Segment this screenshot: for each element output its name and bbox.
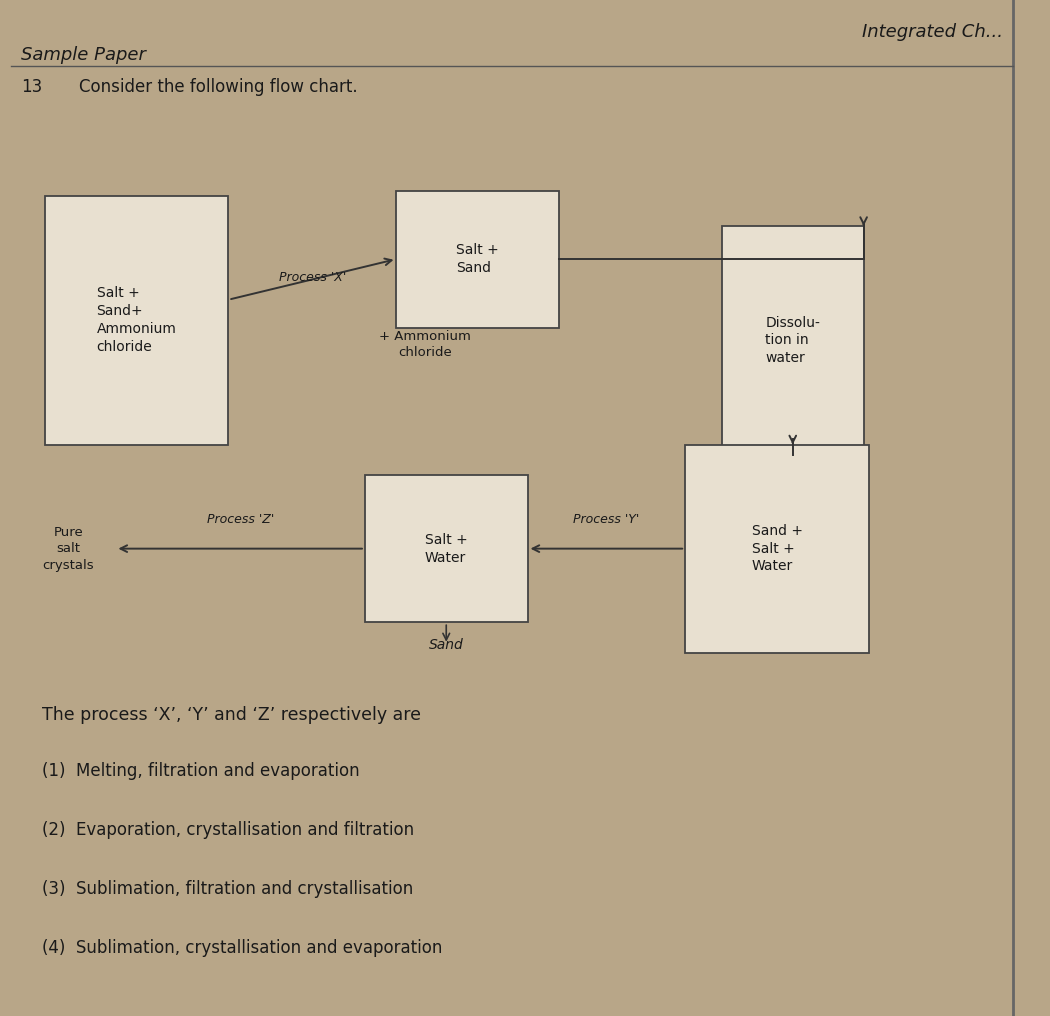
Text: Pure
salt
crystals: Pure salt crystals (42, 525, 94, 572)
FancyBboxPatch shape (722, 227, 863, 455)
Text: Salt +
Water: Salt + Water (425, 532, 467, 565)
Text: 13: 13 (21, 78, 42, 97)
Text: Sand +
Salt +
Water: Sand + Salt + Water (752, 524, 802, 573)
Text: Consider the following flow chart.: Consider the following flow chart. (79, 78, 357, 97)
FancyBboxPatch shape (397, 191, 559, 327)
Text: The process ‘X’, ‘Y’ and ‘Z’ respectively are: The process ‘X’, ‘Y’ and ‘Z’ respectivel… (42, 706, 421, 724)
Text: Integrated Ch...: Integrated Ch... (862, 23, 1003, 42)
Text: (4)  Sublimation, crystallisation and evaporation: (4) Sublimation, crystallisation and eva… (42, 939, 442, 957)
Text: + Ammonium
chloride: + Ammonium chloride (379, 330, 471, 360)
Text: Sample Paper: Sample Paper (21, 46, 146, 64)
Text: Process 'Y': Process 'Y' (573, 513, 639, 526)
Text: (3)  Sublimation, filtration and crystallisation: (3) Sublimation, filtration and crystall… (42, 880, 414, 898)
Text: Dissolu-
tion in
water: Dissolu- tion in water (765, 316, 820, 365)
FancyBboxPatch shape (685, 445, 868, 652)
FancyBboxPatch shape (365, 475, 527, 622)
Text: Sand: Sand (428, 638, 464, 652)
Text: (1)  Melting, filtration and evaporation: (1) Melting, filtration and evaporation (42, 762, 359, 780)
Text: Salt +
Sand: Salt + Sand (457, 243, 499, 275)
Text: Process 'Z': Process 'Z' (207, 513, 274, 526)
Text: Salt +
Sand+
Ammonium
chloride: Salt + Sand+ Ammonium chloride (97, 287, 176, 354)
Text: Process 'X': Process 'X' (278, 271, 346, 284)
Text: (2)  Evaporation, crystallisation and filtration: (2) Evaporation, crystallisation and fil… (42, 821, 414, 839)
FancyBboxPatch shape (45, 195, 229, 445)
